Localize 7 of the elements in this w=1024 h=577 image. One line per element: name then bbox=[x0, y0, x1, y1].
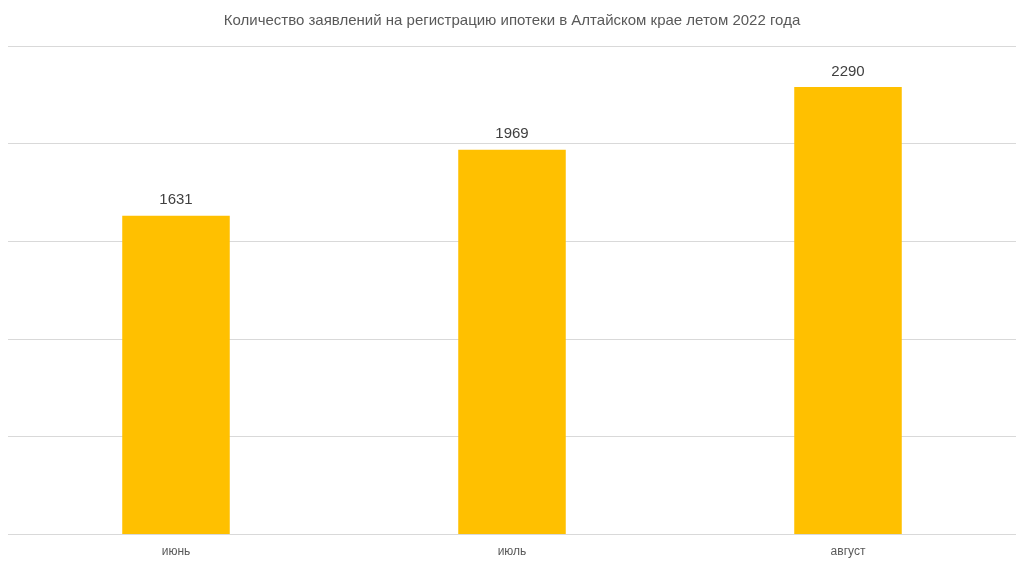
data-label: 1969 bbox=[495, 124, 529, 142]
x-tick-label: июль bbox=[497, 544, 527, 559]
x-tick-label: август bbox=[830, 544, 866, 559]
x-tick-label: июнь bbox=[161, 544, 191, 559]
chart-title: Количество заявлений на регистрацию ипотеки в Алтайском крае летом 2022 года bbox=[223, 11, 801, 29]
data-label: 1631 bbox=[159, 190, 193, 208]
data-label: 2290 bbox=[831, 61, 865, 79]
